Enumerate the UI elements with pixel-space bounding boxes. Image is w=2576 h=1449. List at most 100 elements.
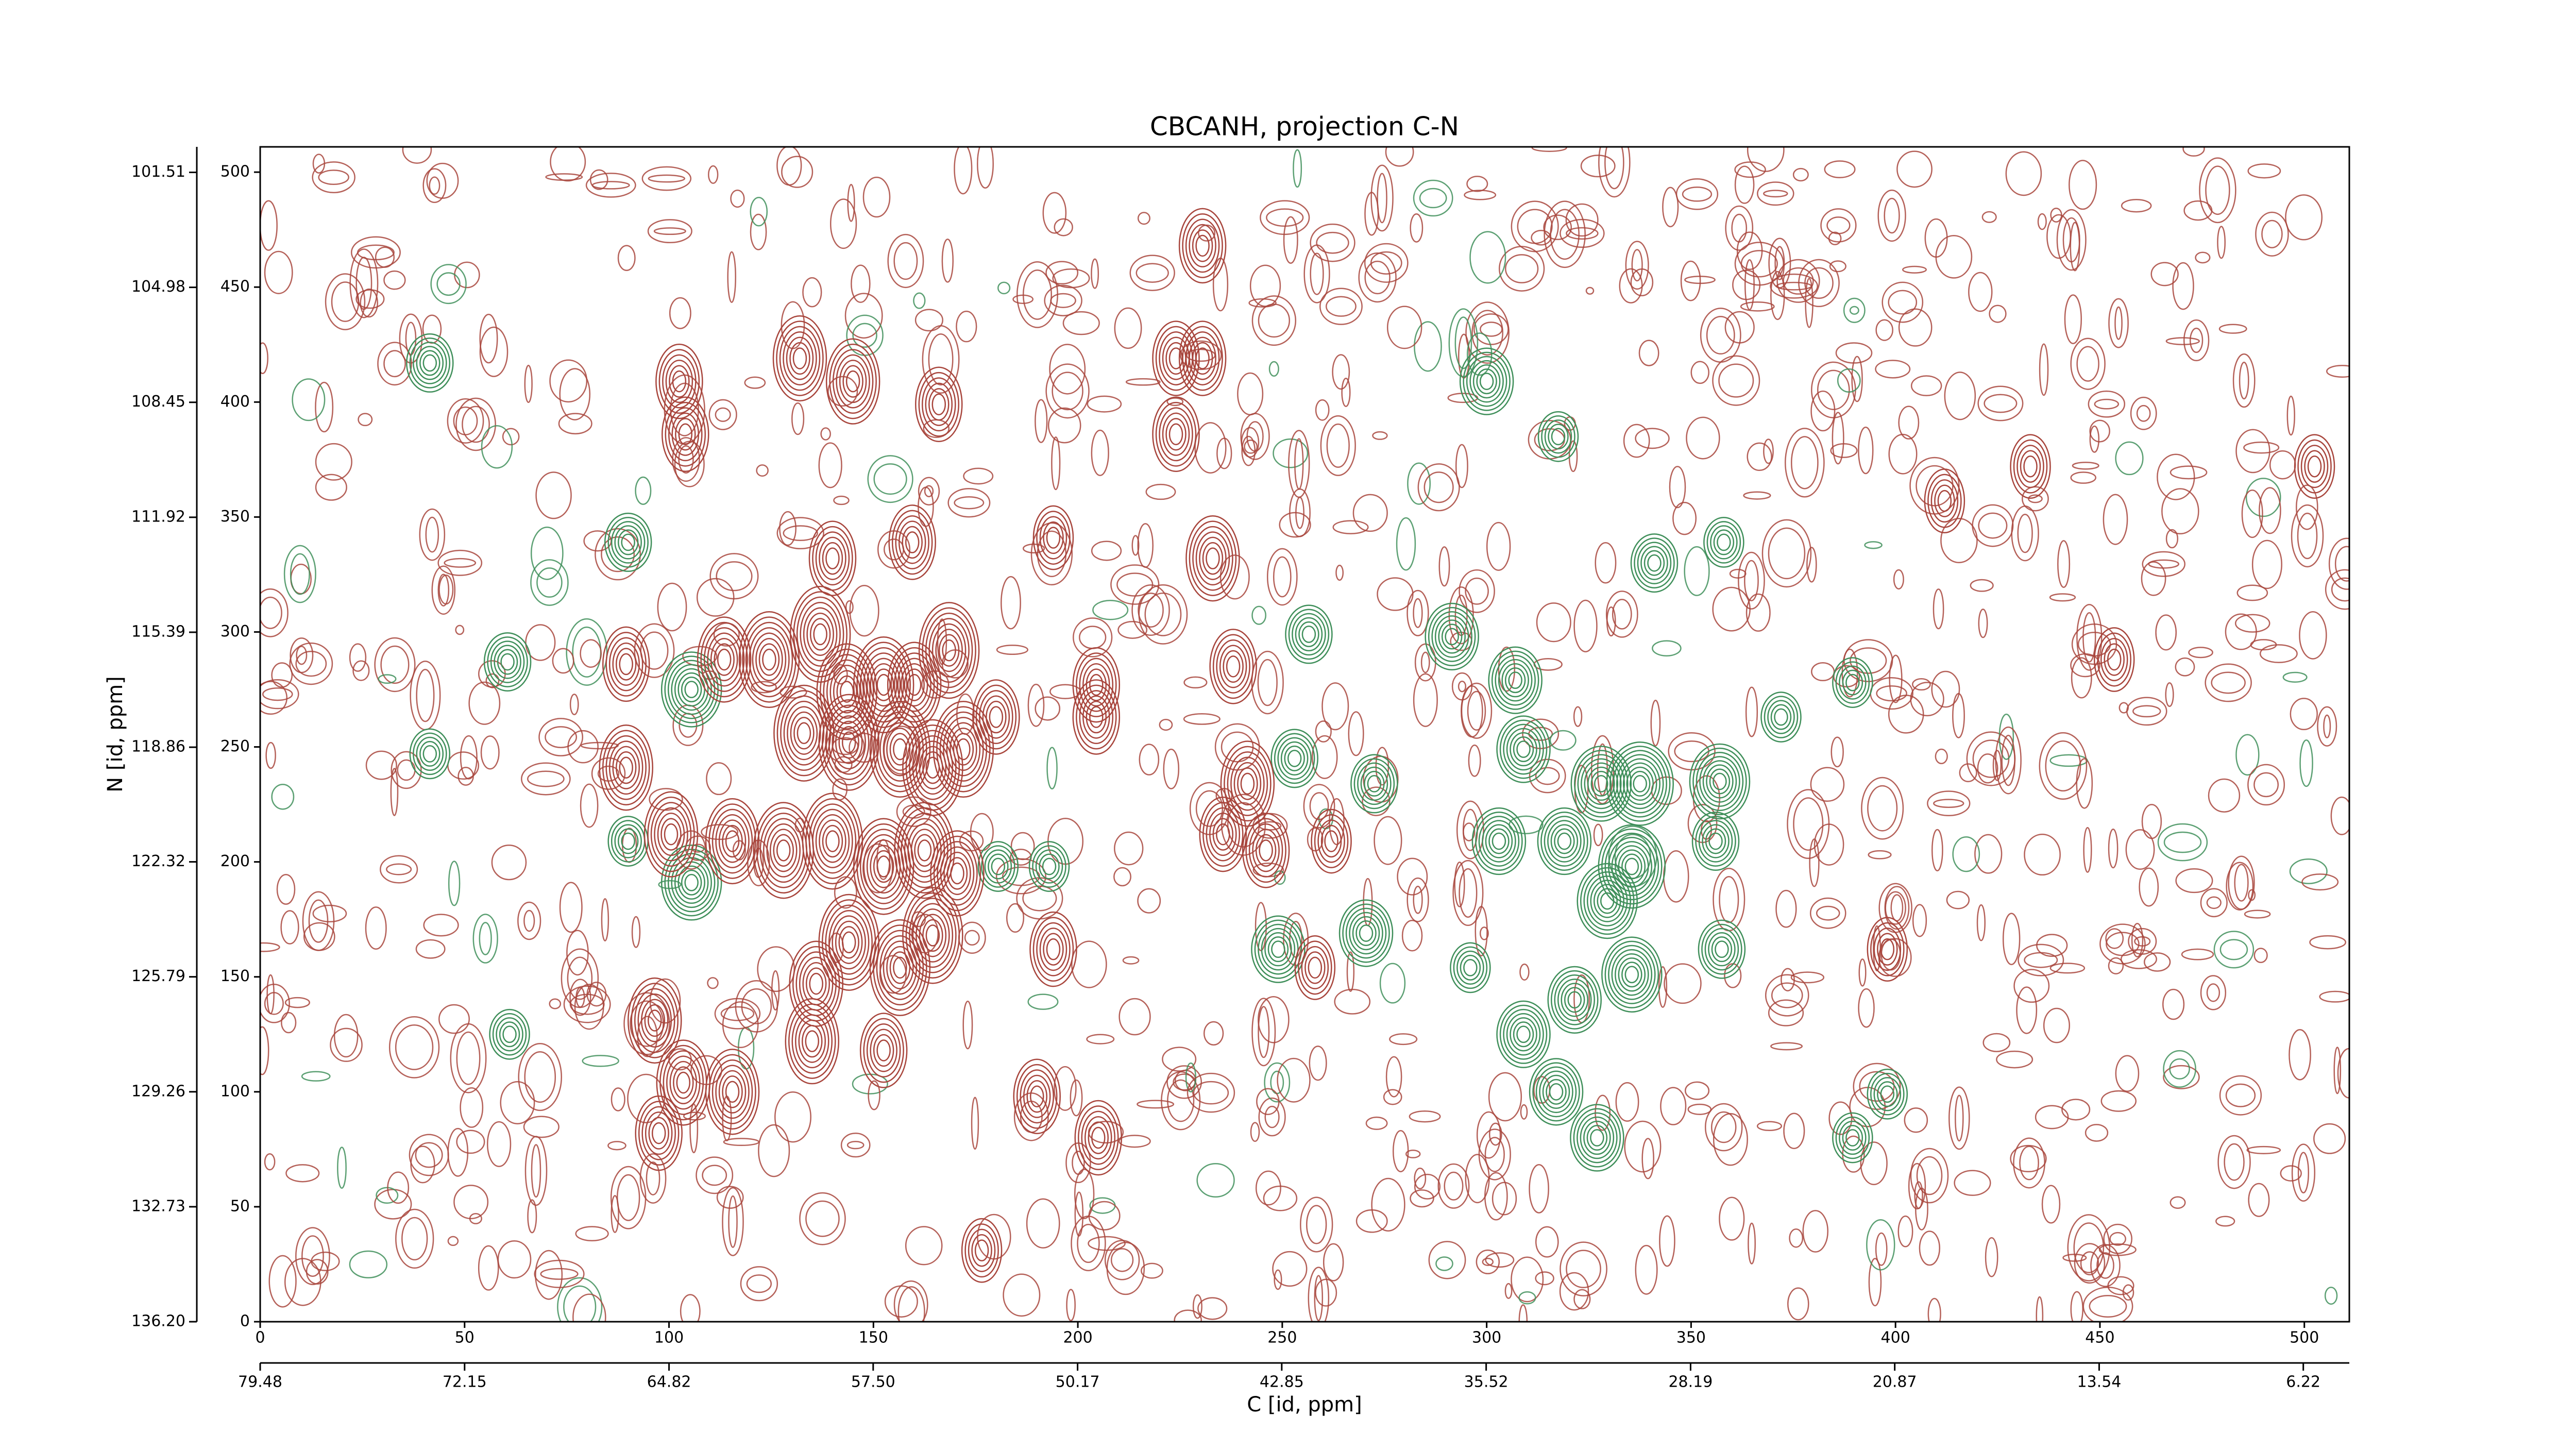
contour-ring bbox=[912, 735, 954, 800]
contour-ring bbox=[895, 515, 929, 569]
noise-contour bbox=[702, 1165, 727, 1186]
contour-ring bbox=[681, 869, 702, 896]
contour-ring bbox=[677, 865, 705, 900]
contour-ring bbox=[1209, 813, 1237, 856]
contour-ring bbox=[668, 407, 703, 462]
contour-ring bbox=[1223, 650, 1244, 683]
noise-contour bbox=[2039, 732, 2088, 800]
noise-contour bbox=[559, 882, 583, 933]
noise-contour bbox=[1311, 735, 1338, 779]
contour-ring bbox=[1029, 911, 1077, 987]
contour-ring bbox=[1550, 824, 1579, 858]
noise-contour bbox=[2163, 1065, 2200, 1089]
contour-ring bbox=[602, 730, 650, 805]
noise-contour bbox=[1437, 1163, 1470, 1209]
noise-contour bbox=[1858, 426, 1874, 475]
contour-ring bbox=[2100, 637, 2128, 682]
contour-ring bbox=[1320, 824, 1342, 858]
noise-contour bbox=[1771, 982, 1803, 1008]
noise-contour bbox=[1465, 301, 1510, 364]
contour-ring bbox=[792, 347, 807, 369]
noise-contour bbox=[862, 843, 893, 894]
contour-ring bbox=[1288, 609, 1330, 660]
noise-contour bbox=[646, 1161, 660, 1195]
noise-contour bbox=[1828, 1101, 1853, 1135]
contour-ring bbox=[1317, 819, 1345, 863]
noise-contour bbox=[1970, 579, 1994, 592]
noise-contour bbox=[1511, 1256, 1544, 1303]
contour-ring bbox=[722, 1075, 743, 1108]
noise-contour bbox=[462, 406, 490, 443]
noise-contour bbox=[1732, 269, 1761, 300]
contour-ring bbox=[1076, 652, 1117, 717]
noise-contour bbox=[1889, 654, 1903, 703]
contour-ring bbox=[1463, 351, 1511, 411]
noise-contour bbox=[386, 863, 412, 875]
noise-contour bbox=[1452, 860, 1484, 926]
noise-contour bbox=[1166, 1065, 1202, 1099]
noise-contour bbox=[1544, 200, 1586, 268]
noise-contour bbox=[1511, 200, 1559, 252]
x-tick-label: 150 bbox=[859, 1329, 888, 1347]
peak bbox=[1178, 208, 1227, 284]
contour-ring bbox=[873, 924, 927, 1011]
noise-contour bbox=[563, 1285, 597, 1322]
noise-contour bbox=[1379, 963, 1406, 1004]
noise-contour bbox=[1365, 1116, 1388, 1130]
contour-ring bbox=[502, 1025, 517, 1043]
noise-contour bbox=[1274, 1269, 1282, 1290]
noise-contour bbox=[260, 942, 280, 952]
contour-ring bbox=[979, 690, 1013, 744]
noise-contour bbox=[1358, 252, 1397, 303]
noise-contour bbox=[997, 281, 1011, 295]
contour-ring bbox=[802, 1025, 823, 1058]
peak bbox=[961, 1218, 1003, 1283]
contour-ring bbox=[873, 850, 894, 883]
contour-ring bbox=[1189, 520, 1237, 596]
noise-contour bbox=[365, 750, 397, 780]
noise-contour bbox=[631, 916, 641, 948]
noise-contour bbox=[2317, 706, 2337, 747]
contour-ring bbox=[1216, 823, 1230, 846]
noise-contour bbox=[1273, 556, 1292, 598]
noise-contour bbox=[595, 528, 641, 581]
noise-contour bbox=[924, 485, 934, 497]
noise-contour bbox=[1459, 868, 1478, 918]
noise-contour bbox=[1396, 517, 1416, 571]
noise-contour bbox=[1413, 885, 1423, 914]
contour-ring bbox=[1199, 796, 1247, 872]
noise-contour bbox=[1417, 463, 1460, 512]
contour-ring bbox=[1082, 663, 1110, 707]
contour-ring bbox=[805, 798, 860, 885]
contour-ring bbox=[1298, 940, 1332, 995]
noise-contour bbox=[970, 813, 994, 851]
contour-ring bbox=[1537, 411, 1579, 462]
noise-contour bbox=[1933, 588, 1944, 630]
noise-contour bbox=[1405, 1150, 1421, 1158]
contour-ring bbox=[819, 819, 846, 863]
noise-contour bbox=[1423, 471, 1454, 503]
peak bbox=[894, 802, 955, 899]
noise-contour bbox=[380, 645, 410, 684]
contour-ring bbox=[663, 1050, 704, 1115]
contour-ring bbox=[676, 1071, 691, 1094]
noise-contour bbox=[1573, 706, 1583, 727]
noise-contour bbox=[410, 1145, 435, 1184]
contour-ring bbox=[1604, 940, 1659, 1008]
noise-contour bbox=[818, 442, 842, 488]
contour-ring bbox=[1491, 650, 1539, 710]
contour-ring bbox=[1877, 1081, 1898, 1107]
noise-contour bbox=[1027, 993, 1059, 1010]
peak bbox=[628, 977, 682, 1064]
contour-ring bbox=[1601, 828, 1663, 905]
contour-ring bbox=[898, 520, 926, 564]
contour-ring bbox=[1567, 991, 1582, 1009]
contour-ring bbox=[787, 706, 821, 761]
noise-contour bbox=[2319, 990, 2349, 1003]
noise-contour bbox=[318, 170, 349, 186]
noise-contour bbox=[1241, 427, 1260, 458]
noise-contour bbox=[2108, 298, 2129, 348]
contour-ring bbox=[828, 909, 870, 975]
y2-tick-label: 104.98 bbox=[131, 278, 185, 296]
contour-ring bbox=[1088, 1121, 1109, 1154]
